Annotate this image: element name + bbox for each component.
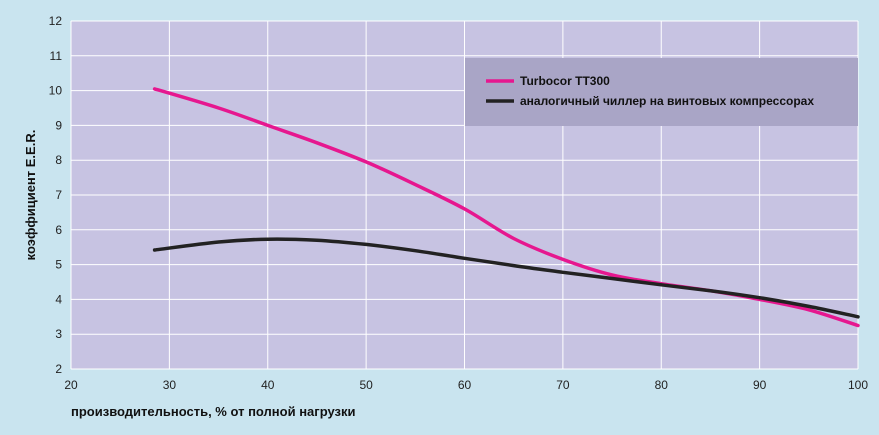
y-tick-labels: 2 3 4 5 6 7 8 9 10 11 12 xyxy=(49,14,63,376)
y-tick-10: 10 xyxy=(49,84,63,98)
y-tick-12: 12 xyxy=(49,14,63,28)
y-tick-7: 7 xyxy=(55,188,62,202)
x-tick-70: 70 xyxy=(556,378,570,392)
series-line-1 xyxy=(152,237,860,319)
y-tick-4: 4 xyxy=(55,292,62,306)
x-tick-40: 40 xyxy=(261,378,275,392)
y-tick-11: 11 xyxy=(50,49,63,63)
legend-box xyxy=(465,58,858,126)
legend: Turbocor TT300 аналогичный чиллер на вин… xyxy=(465,58,858,126)
x-axis-title: производительность, % от полной нагрузки xyxy=(71,404,355,419)
x-tick-90: 90 xyxy=(753,378,767,392)
y-tick-9: 9 xyxy=(55,118,62,132)
y-tick-5: 5 xyxy=(55,258,62,272)
y-tick-6: 6 xyxy=(55,223,62,237)
x-tick-100: 100 xyxy=(848,378,868,392)
legend-label-screw-chiller: аналогичный чиллер на винтовых компрессо… xyxy=(520,94,814,108)
y-tick-2: 2 xyxy=(55,362,62,376)
x-tick-20: 20 xyxy=(64,378,78,392)
series-lines xyxy=(152,87,860,328)
y-tick-8: 8 xyxy=(55,153,62,167)
legend-label-turbocor: Turbocor TT300 xyxy=(520,74,610,88)
x-tick-50: 50 xyxy=(359,378,373,392)
x-tick-80: 80 xyxy=(655,378,669,392)
x-tick-30: 30 xyxy=(163,378,177,392)
x-tick-60: 60 xyxy=(458,378,472,392)
y-axis-title: коэффициент E.E.R. xyxy=(23,130,38,261)
y-tick-3: 3 xyxy=(55,327,62,341)
x-tick-labels: 20 30 40 50 60 70 80 90 100 xyxy=(64,378,868,392)
